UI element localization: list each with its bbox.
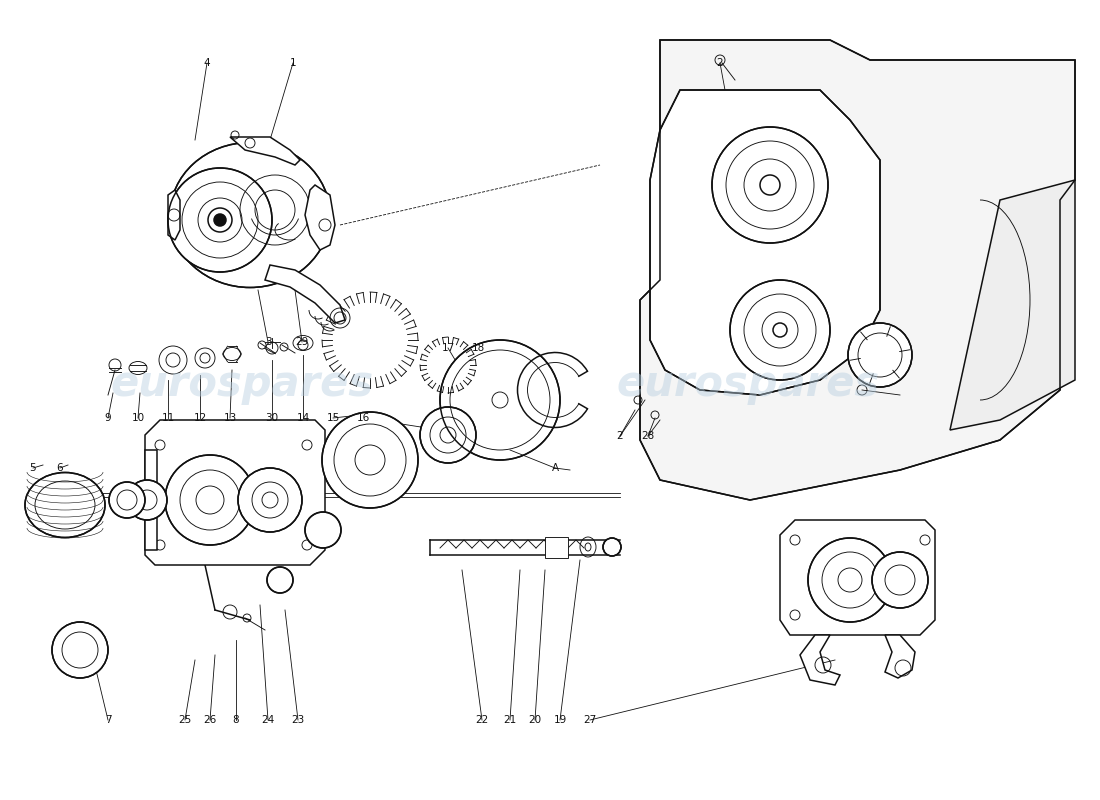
Circle shape <box>238 468 302 532</box>
Text: 22: 22 <box>475 715 488 725</box>
Text: 24: 24 <box>262 715 275 725</box>
Text: 2: 2 <box>617 431 624 441</box>
Polygon shape <box>230 137 300 165</box>
Polygon shape <box>168 190 180 240</box>
Text: 23: 23 <box>292 715 305 725</box>
Text: 3: 3 <box>265 337 272 347</box>
Text: 8: 8 <box>233 715 240 725</box>
Polygon shape <box>650 90 880 395</box>
Text: 19: 19 <box>553 715 566 725</box>
Text: 17: 17 <box>441 343 454 353</box>
Polygon shape <box>305 185 336 250</box>
Polygon shape <box>265 265 345 323</box>
Circle shape <box>872 552 928 608</box>
Text: 25: 25 <box>178 715 191 725</box>
Text: 10: 10 <box>131 413 144 423</box>
Text: 21: 21 <box>504 715 517 725</box>
Text: A: A <box>551 463 559 473</box>
Text: 5: 5 <box>30 463 36 473</box>
Circle shape <box>848 323 912 387</box>
Text: 14: 14 <box>296 413 309 423</box>
Text: 4: 4 <box>204 58 210 68</box>
Circle shape <box>267 567 293 593</box>
Circle shape <box>52 622 108 678</box>
Text: 26: 26 <box>204 715 217 725</box>
Text: 30: 30 <box>265 413 278 423</box>
Polygon shape <box>145 450 157 550</box>
Text: 2: 2 <box>717 58 724 68</box>
Text: 27: 27 <box>583 715 596 725</box>
Text: 29: 29 <box>296 337 309 347</box>
Text: 15: 15 <box>327 413 340 423</box>
Text: eurospares: eurospares <box>110 363 374 405</box>
Circle shape <box>440 340 560 460</box>
Polygon shape <box>886 635 915 678</box>
Text: 16: 16 <box>356 413 370 423</box>
Polygon shape <box>544 537 568 558</box>
Ellipse shape <box>25 473 104 538</box>
Circle shape <box>126 480 167 520</box>
Polygon shape <box>800 635 840 685</box>
Circle shape <box>305 512 341 548</box>
Circle shape <box>712 127 828 243</box>
Text: 18: 18 <box>472 343 485 353</box>
Circle shape <box>214 214 225 226</box>
Circle shape <box>109 482 145 518</box>
Circle shape <box>165 455 255 545</box>
Text: 11: 11 <box>162 413 175 423</box>
Circle shape <box>420 407 476 463</box>
Polygon shape <box>780 520 935 635</box>
Polygon shape <box>640 40 1075 500</box>
Polygon shape <box>950 180 1075 430</box>
Text: 13: 13 <box>223 413 236 423</box>
Text: 28: 28 <box>641 431 654 441</box>
Circle shape <box>603 538 622 556</box>
Text: 1: 1 <box>289 58 296 68</box>
Text: 6: 6 <box>57 463 64 473</box>
Circle shape <box>322 412 418 508</box>
Circle shape <box>730 280 830 380</box>
Text: 12: 12 <box>194 413 207 423</box>
Circle shape <box>808 538 892 622</box>
Text: 20: 20 <box>528 715 541 725</box>
Ellipse shape <box>170 142 330 287</box>
Text: 7: 7 <box>104 715 111 725</box>
Circle shape <box>168 168 272 272</box>
Polygon shape <box>145 420 324 565</box>
Text: 9: 9 <box>104 413 111 423</box>
Text: eurospares: eurospares <box>616 363 880 405</box>
